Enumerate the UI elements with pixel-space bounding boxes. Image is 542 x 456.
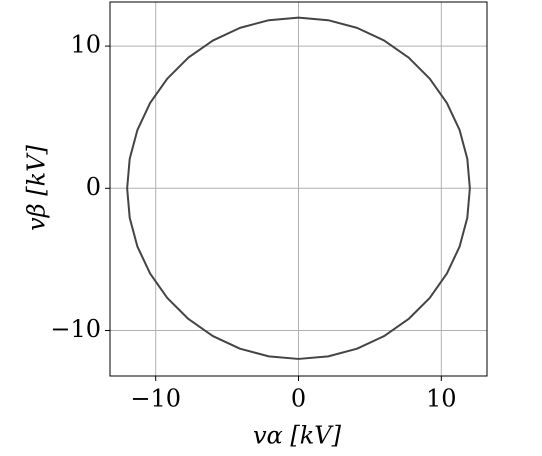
y-tick-label: 0 <box>86 173 101 201</box>
x-tick-label: −10 <box>130 385 181 413</box>
y-tick-label: 10 <box>70 31 101 59</box>
y-axis-label: vβ [kV] <box>23 145 51 231</box>
plot-frame <box>109 1 488 377</box>
x-axis-label: vα [kV] <box>253 422 342 450</box>
x-tick-label: 0 <box>291 385 306 413</box>
x-tick-label: 10 <box>426 385 457 413</box>
data-line <box>126 16 471 360</box>
y-tick-label: −10 <box>50 315 101 343</box>
